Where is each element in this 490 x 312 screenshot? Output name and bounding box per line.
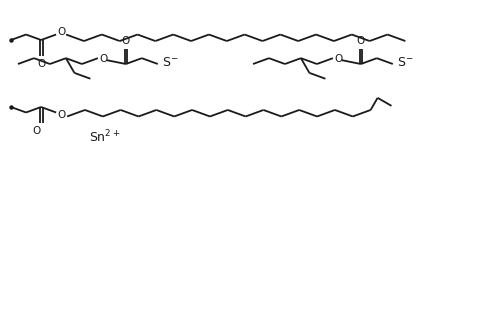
Text: Sn$^{2+}$: Sn$^{2+}$ (89, 129, 121, 145)
Text: O: O (357, 36, 365, 46)
Text: O: O (57, 27, 65, 37)
Text: O: O (57, 110, 65, 120)
Text: O: O (335, 54, 343, 64)
Text: O: O (37, 59, 45, 69)
Text: O: O (100, 54, 108, 64)
Text: S$^{-}$: S$^{-}$ (162, 56, 178, 69)
Text: S$^{-}$: S$^{-}$ (396, 56, 413, 69)
Text: O: O (122, 36, 130, 46)
Text: O: O (32, 126, 40, 136)
